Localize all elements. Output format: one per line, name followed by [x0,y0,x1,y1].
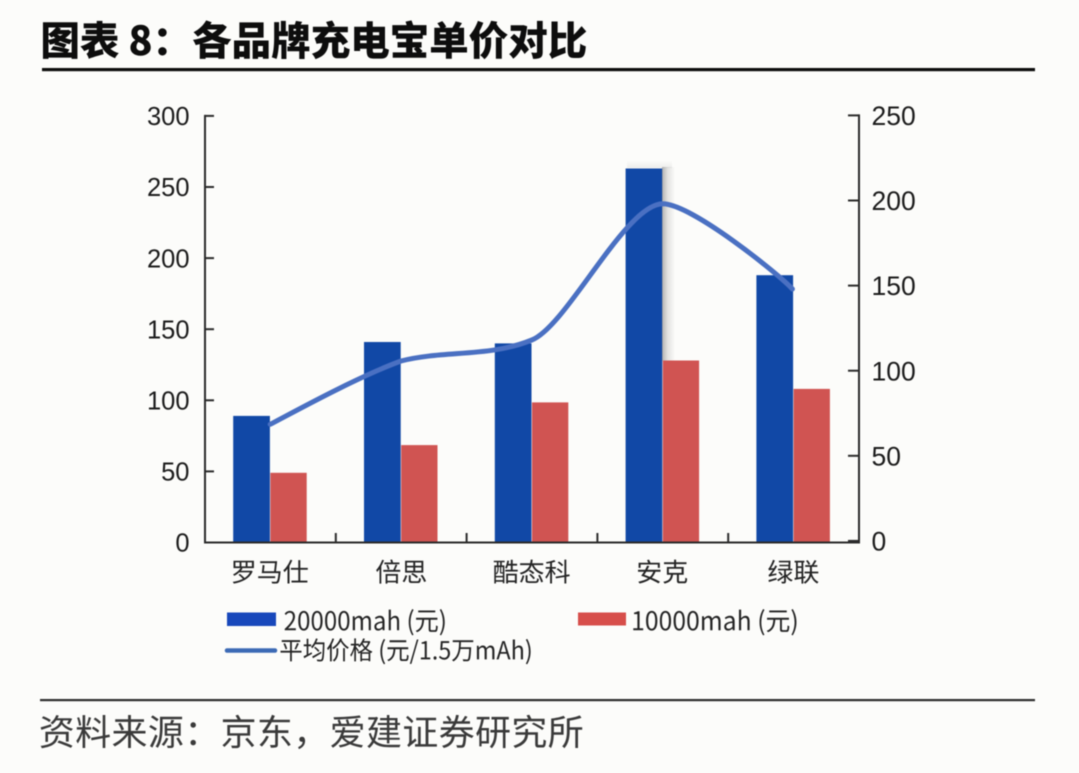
svg-text:50: 50 [161,459,189,487]
svg-text:0: 0 [175,530,189,558]
svg-text:150: 150 [872,271,916,301]
svg-text:100: 100 [147,388,190,416]
svg-text:50: 50 [872,441,901,471]
svg-text:200: 200 [872,186,916,216]
svg-text:100: 100 [872,356,916,386]
svg-text:150: 150 [147,316,190,344]
svg-text:0: 0 [872,527,887,557]
svg-text:200: 200 [147,245,190,273]
svg-text:300: 300 [147,103,190,131]
svg-text:250: 250 [147,174,190,202]
svg-text:250: 250 [872,101,916,131]
